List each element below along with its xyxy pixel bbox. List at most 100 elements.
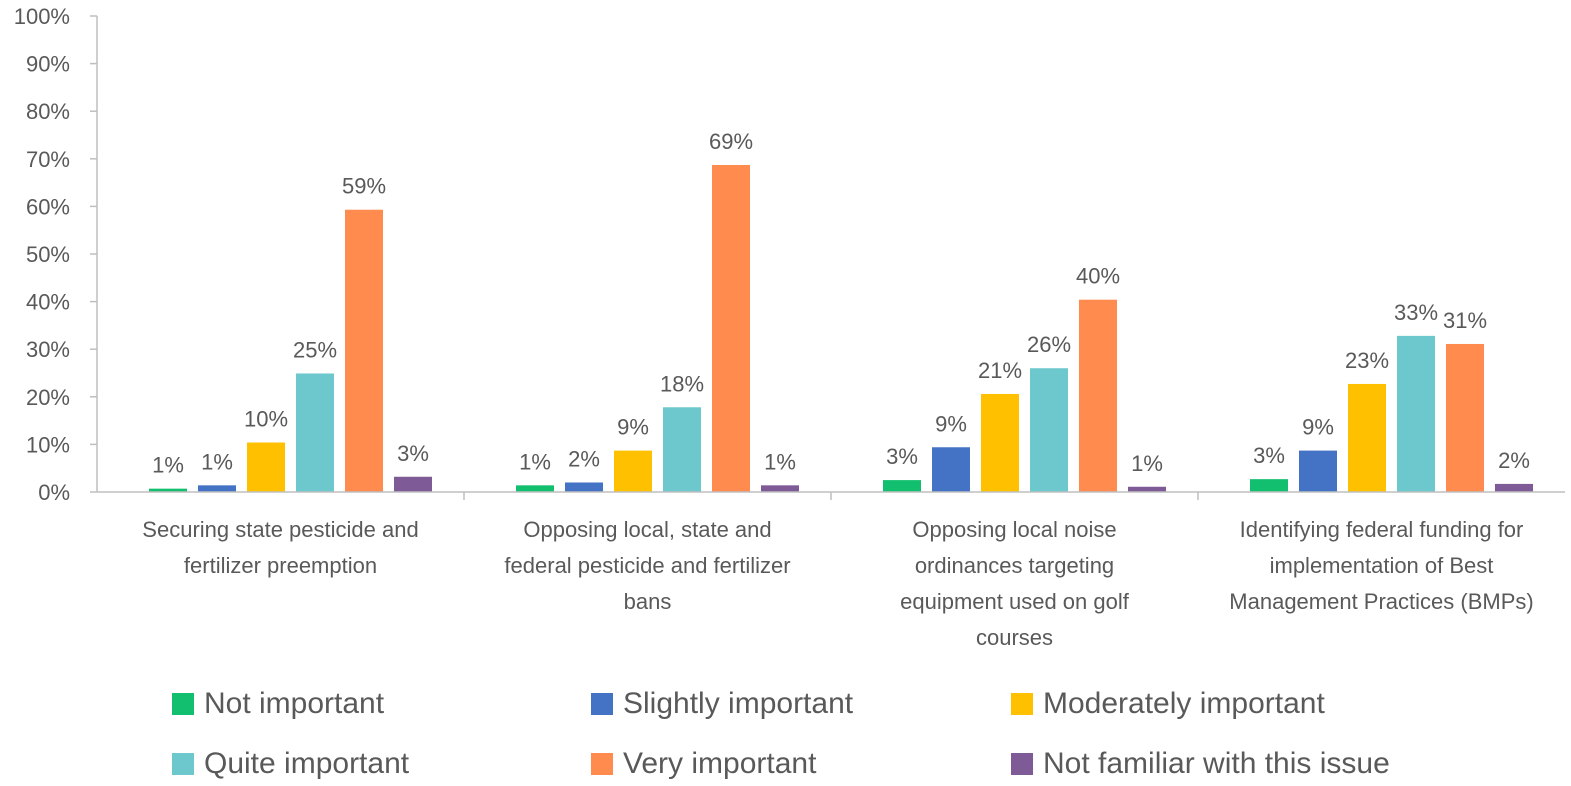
bar [1348,383,1386,492]
bar [1446,343,1484,492]
legend-item: Not important [172,687,385,720]
bar [1299,450,1337,492]
bar [761,485,799,492]
data-label: 18% [660,371,704,396]
category-label-line: Opposing local, state and [523,517,771,542]
bar [296,373,334,492]
bar [198,485,236,492]
data-label: 3% [397,441,429,466]
category-label: Opposing local noise ordinances targeting… [900,517,1130,650]
data-label: 1% [1131,451,1163,476]
category-label: Securing state pesticide and fertilizer p… [142,517,418,578]
data-label: 33% [1394,300,1438,325]
bar [1030,368,1068,492]
bar [247,442,285,492]
category-label: Opposing local, state and federal pestici… [504,517,790,614]
data-label: 25% [293,337,337,362]
legend-item: Not familiar with this issue [1011,747,1390,780]
data-label: 9% [617,415,649,440]
x-axis: Securing state pesticide and fertilizer p… [97,491,1565,650]
legend-item: Quite important [172,747,410,780]
category-label-line: implementation of Best [1270,553,1494,578]
data-label: 9% [1302,415,1334,440]
legend-swatch [172,693,194,715]
bars [149,164,1533,492]
bar [394,476,432,492]
category-label-line: Management Practices (BMPs) [1229,589,1533,614]
legend: Not important Slightly important Moderatel… [172,687,1390,780]
bar [565,482,603,492]
data-label: 1% [764,449,796,474]
legend-swatch [172,753,194,775]
category-label-line: Opposing local noise [912,517,1116,542]
data-label: 21% [978,358,1022,383]
y-tick-label: 90% [26,52,70,77]
legend-label: Very important [623,747,817,780]
data-label: 3% [1253,443,1285,468]
data-label: 59% [342,174,386,199]
category-label-line: Identifying federal funding for [1240,517,1524,542]
bar [614,450,652,492]
y-tick-label: 50% [26,242,70,267]
y-tick-label: 30% [26,337,70,362]
data-label: 9% [935,411,967,436]
category-label-line: Securing state pesticide and [142,517,418,542]
legend-label: Quite important [204,747,410,780]
category-label-line: fertilizer preemption [184,553,377,578]
bar [516,485,554,492]
category-label-line: bans [624,589,672,614]
data-labels: 1% 1% 10% 25% 59% 3% 1% 2% 9% 18% 69% 1% 3% 9% 21%26% 4… [152,129,1530,478]
data-label: 2% [568,446,600,471]
y-tick-label: 70% [26,147,70,172]
bar [712,164,750,492]
y-tick-label: 100% [14,4,70,29]
bar [883,480,921,492]
bar [663,407,701,492]
y-tick-label: 0% [38,480,70,505]
legend-label: Slightly important [623,687,854,720]
legend-label: Not familiar with this issue [1043,747,1390,780]
data-label: 26% [1027,332,1071,357]
bar [1495,483,1533,492]
y-tick-label: 20% [26,385,70,410]
bar [1250,479,1288,492]
bar [345,209,383,492]
y-tick-label: 10% [26,432,70,457]
bar [1079,299,1117,492]
bar [1128,486,1166,492]
legend-swatch [1011,693,1033,715]
legend-label: Moderately important [1043,687,1325,720]
data-label: 3% [886,444,918,469]
data-label: 31% [1443,308,1487,333]
legend-item: Slightly important [591,687,854,720]
bar [981,393,1019,492]
legend-swatch [591,693,613,715]
category-label: Identifying federal funding for implement… [1229,517,1533,614]
legend-label: Not important [204,687,385,720]
legend-swatch [1011,753,1033,775]
data-label: 1% [152,453,184,478]
y-tick-label: 40% [26,290,70,315]
data-label: 40% [1076,264,1120,289]
category-label-line: federal pesticide and fertilizer [504,553,790,578]
y-tick-label: 60% [26,194,70,219]
data-label: 23% [1345,348,1389,373]
legend-swatch [591,753,613,775]
data-label: 1% [519,449,551,474]
bar [932,447,970,492]
data-label: 2% [1498,448,1530,473]
bar [1397,335,1435,492]
data-label: 1% [201,449,233,474]
category-label-line: ordinances targeting [915,553,1114,578]
category-label-line: courses [976,625,1053,650]
bar [149,488,187,492]
y-tick-label: 80% [26,99,70,124]
y-axis: 0% 10% 20% 30% 40% 50% 60% 70% 80% 90% 100% [14,4,98,505]
legend-item: Moderately important [1011,687,1325,720]
data-label: 69% [709,129,753,154]
data-label: 10% [244,406,288,431]
category-label-line: equipment used on golf [900,589,1130,614]
legend-item: Very important [591,747,817,780]
